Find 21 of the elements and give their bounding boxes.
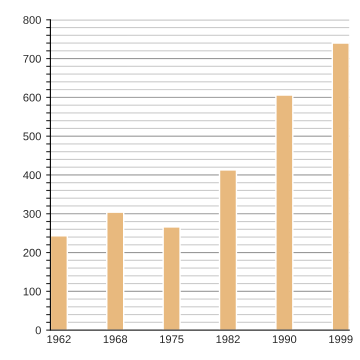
bar: [162, 226, 181, 330]
x-tick-label: 1962: [47, 335, 71, 344]
bar: [218, 169, 238, 330]
bar: [275, 94, 294, 330]
x-tick-label: 1975: [160, 335, 184, 344]
x-tick-label: 1968: [104, 335, 128, 344]
y-tick-label: 700: [23, 54, 41, 63]
y-tick-label: 600: [23, 94, 41, 102]
x-tick-label: 1999: [329, 335, 353, 344]
bar: [332, 42, 350, 330]
y-tick-label: 100: [24, 288, 41, 296]
bar: [106, 212, 124, 330]
y-tick-label: 300: [23, 210, 41, 218]
y-tick-label: 500: [23, 132, 41, 140]
y-tick-label: 200: [23, 248, 41, 257]
x-tick-label: 1990: [272, 335, 296, 344]
y-tick-label: 0: [36, 326, 41, 334]
y-tick-label: 800: [23, 16, 41, 24]
bar: [50, 235, 68, 330]
y-tick-label: 400: [23, 171, 41, 180]
x-tick-label: 1982: [216, 335, 240, 344]
